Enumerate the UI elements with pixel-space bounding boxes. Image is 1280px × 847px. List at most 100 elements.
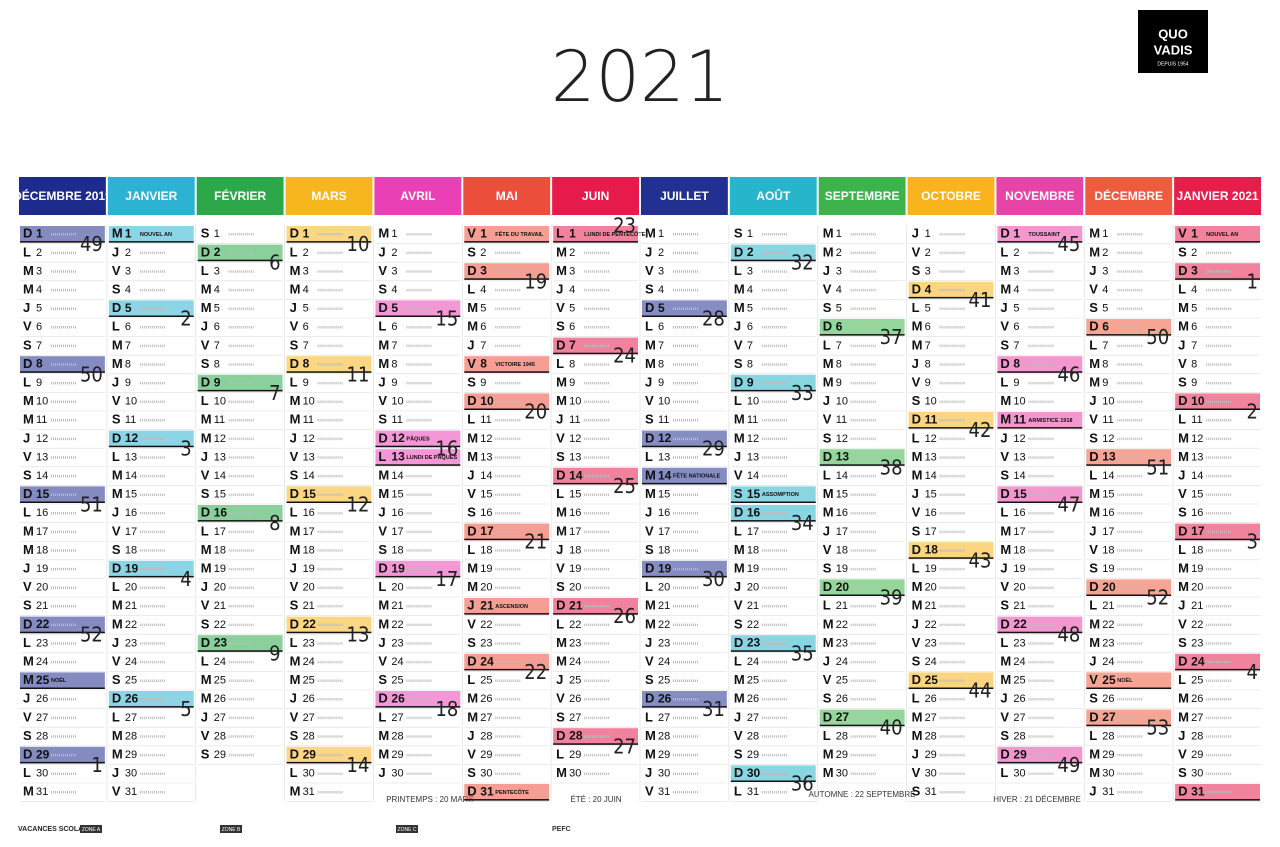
day-number: 27 xyxy=(747,712,759,724)
day-highlight xyxy=(197,505,283,522)
day-letter: V xyxy=(823,542,832,557)
day-highlight-edge xyxy=(553,352,638,355)
week-number: 4 xyxy=(180,567,191,591)
day-number: 14 xyxy=(747,470,759,482)
day-letter: S xyxy=(290,468,299,483)
day-letter: D xyxy=(112,561,121,576)
day-number: 17 xyxy=(1102,526,1114,538)
day-number: 29 xyxy=(480,749,492,761)
month-name: MARS xyxy=(311,189,346,203)
day-number: 21 xyxy=(747,600,759,612)
day-number: 12 xyxy=(747,433,759,445)
day-letter: V xyxy=(556,300,565,315)
day-number: 2 xyxy=(1102,247,1108,259)
day-letter: S xyxy=(645,282,654,297)
day-highlight xyxy=(197,244,283,262)
day-letter: M xyxy=(378,226,389,241)
day-highlight xyxy=(642,300,727,317)
day-number: 20 xyxy=(303,582,315,594)
day-letter: L xyxy=(1000,635,1008,650)
day-number: 13 xyxy=(36,451,48,463)
day-number: 26 xyxy=(36,693,48,705)
day-letter: D xyxy=(23,486,32,501)
day-letter: M xyxy=(912,449,923,464)
month-name: AOÛT xyxy=(756,188,791,203)
day-number: 6 xyxy=(1191,321,1197,333)
day-letter: S xyxy=(201,226,210,241)
logo-text: VADIS xyxy=(1154,42,1193,57)
day-number: 14 xyxy=(1102,470,1114,482)
day-letter: V xyxy=(23,579,32,594)
day-letter: L xyxy=(1089,598,1097,613)
day-letter: L xyxy=(556,226,564,241)
day-letter: M xyxy=(112,226,123,241)
day-number: 25 xyxy=(836,675,848,687)
day-number: 6 xyxy=(1013,321,1019,333)
day-highlight xyxy=(642,430,727,448)
week-number: 8 xyxy=(269,511,280,535)
day-letter: M xyxy=(201,282,212,297)
day-number: 18 xyxy=(391,544,403,556)
day-letter: L xyxy=(1000,765,1008,780)
day-letter: J xyxy=(23,691,30,706)
day-number: 11 xyxy=(391,414,402,426)
day-letter: M xyxy=(201,672,212,687)
day-letter: V xyxy=(734,728,743,743)
day-number: 23 xyxy=(747,636,761,650)
day-letter: M xyxy=(645,486,656,501)
day-highlight-edge xyxy=(642,575,727,578)
month-header xyxy=(374,177,462,215)
day-letter: D xyxy=(467,654,476,669)
day-number: 14 xyxy=(391,470,403,482)
day-letter: V xyxy=(734,468,743,483)
holiday-label: LUNDI DE PÂQUES xyxy=(406,454,457,461)
day-number: 9 xyxy=(658,377,664,389)
month-name: FÉVRIER xyxy=(214,188,266,203)
day-letter: L xyxy=(912,691,920,706)
day-number: 30 xyxy=(1102,768,1114,780)
day-letter: J xyxy=(556,282,563,297)
day-highlight xyxy=(730,244,816,262)
day-number: 3 xyxy=(1102,265,1108,277)
day-number: 5 xyxy=(1102,303,1108,315)
week-number: 17 xyxy=(435,567,458,591)
holiday-label: NOUVEL AN xyxy=(140,232,172,238)
day-letter: J xyxy=(645,505,652,520)
day-number: 5 xyxy=(569,303,575,315)
day-letter: M xyxy=(378,616,389,631)
day-letter: M xyxy=(467,319,478,334)
day-number: 2 xyxy=(658,247,664,259)
day-letter: S xyxy=(556,449,565,464)
day-number: 19 xyxy=(836,563,848,575)
week-number: 51 xyxy=(1146,455,1169,479)
day-letter: S xyxy=(23,728,32,743)
day-letter: S xyxy=(1089,691,1098,706)
day-letter: D xyxy=(1178,263,1187,278)
day-letter: D xyxy=(823,449,832,464)
day-number: 18 xyxy=(925,543,939,557)
day-number: 12 xyxy=(480,433,492,445)
day-number: 13 xyxy=(925,451,937,463)
week-number: 50 xyxy=(80,362,103,386)
day-number: 29 xyxy=(1191,749,1203,761)
day-highlight-edge xyxy=(375,445,461,448)
day-number: 23 xyxy=(1191,637,1203,649)
day-letter: L xyxy=(290,244,298,259)
day-number: 6 xyxy=(1102,319,1109,333)
day-letter: J xyxy=(912,356,919,371)
day-letter: M xyxy=(467,561,478,576)
day-number: 4 xyxy=(1013,284,1019,296)
day-letter: J xyxy=(645,375,652,390)
day-number: 8 xyxy=(747,358,753,370)
day-letter: L xyxy=(645,449,653,464)
day-letter: V xyxy=(201,337,210,352)
day-highlight-edge xyxy=(730,650,816,652)
day-letter: J xyxy=(734,709,741,724)
day-letter: M xyxy=(734,300,745,315)
day-letter: L xyxy=(823,728,831,743)
day-letter: D xyxy=(645,430,654,445)
day-number: 19 xyxy=(480,563,492,575)
day-number: 16 xyxy=(925,507,937,519)
day-number: 20 xyxy=(214,582,226,594)
day-number: 2 xyxy=(391,247,397,259)
